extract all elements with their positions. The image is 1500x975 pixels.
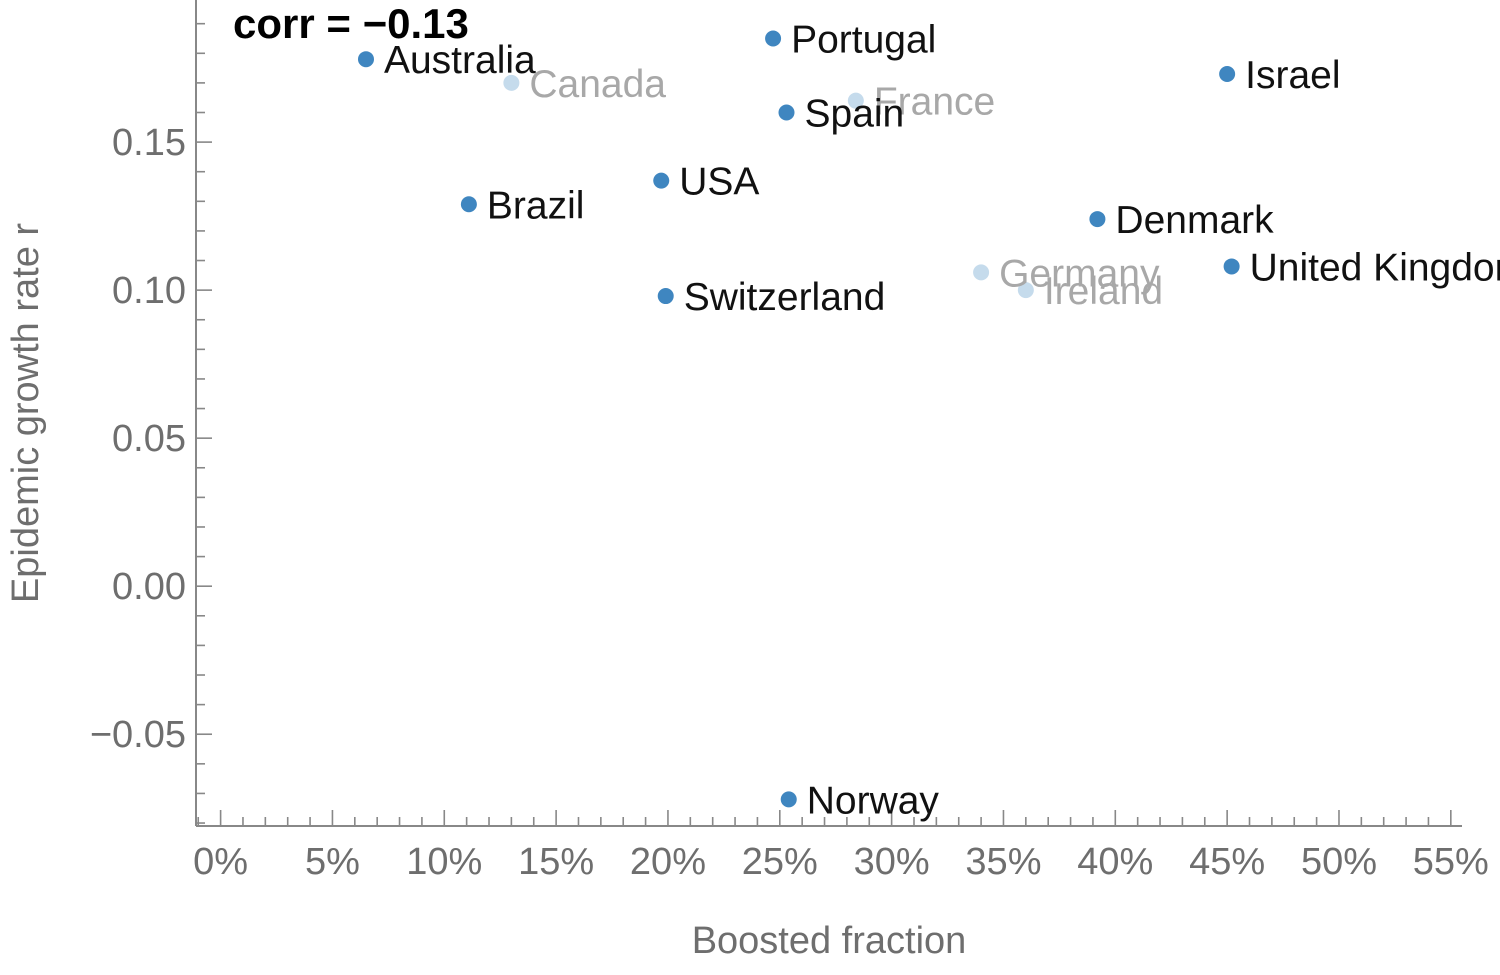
data-point: [460, 196, 477, 213]
x-axis-title: Boosted fraction: [692, 920, 967, 962]
y-tick-label: 0.05: [112, 418, 186, 460]
point-label: Israel: [1245, 54, 1340, 97]
data-point: [1223, 258, 1240, 275]
ticks: 0.15 0.10 0.05 0.00 −0.05 0% 5% 10% 15% 20% 25% 30%…: [90, 22, 1489, 883]
data-point: [1017, 282, 1034, 299]
data-point: [765, 30, 782, 47]
point-label: Ireland: [1044, 270, 1163, 313]
x-tick-label: 15%: [518, 841, 594, 883]
x-tick-label: 35%: [965, 841, 1041, 883]
y-tick-label: 0.15: [112, 122, 186, 164]
point-label: USA: [679, 161, 759, 204]
data-point: [653, 172, 670, 189]
point-label: United Kingdom: [1250, 246, 1500, 289]
point-label: France: [874, 81, 995, 124]
point-label: Denmark: [1115, 199, 1274, 242]
data-point: [1089, 211, 1106, 228]
x-tick-label: 20%: [630, 841, 706, 883]
data-point: [847, 92, 864, 109]
data-point: [1219, 66, 1236, 83]
y-axis-title: Epidemic growth rate r: [5, 223, 47, 603]
data-point: [778, 104, 795, 121]
x-tick-label: 10%: [406, 841, 482, 883]
data-point: [357, 51, 374, 68]
point-label: Australia: [384, 39, 536, 82]
data-point: [503, 74, 520, 91]
y-tick-label: −0.05: [90, 714, 186, 756]
point-label: Switzerland: [684, 276, 886, 319]
point-label: Portugal: [791, 18, 936, 61]
x-tick-label: 40%: [1077, 841, 1153, 883]
point-label: Norway: [807, 779, 940, 822]
x-tick-label: 55%: [1413, 841, 1489, 883]
point-label: Germany: [999, 252, 1160, 295]
x-tick-label: 30%: [854, 841, 930, 883]
point-label: Canada: [529, 63, 666, 106]
x-tick-label: 0%: [193, 841, 248, 883]
y-tick-label: 0.00: [112, 566, 186, 608]
data-points: [357, 30, 1240, 808]
correlation-annotation: corr = −0.13: [233, 0, 469, 47]
y-tick-label: 0.10: [112, 270, 186, 312]
x-tick-label: 45%: [1189, 841, 1265, 883]
data-point: [780, 791, 797, 808]
point-label: Spain: [805, 93, 905, 136]
x-tick-label: 25%: [742, 841, 818, 883]
x-tick-label: 5%: [305, 841, 360, 883]
axes: [195, 0, 1462, 827]
point-label: Brazil: [487, 184, 585, 227]
x-tick-label: 50%: [1301, 841, 1377, 883]
data-point: [973, 264, 990, 281]
data-point: [657, 288, 674, 305]
